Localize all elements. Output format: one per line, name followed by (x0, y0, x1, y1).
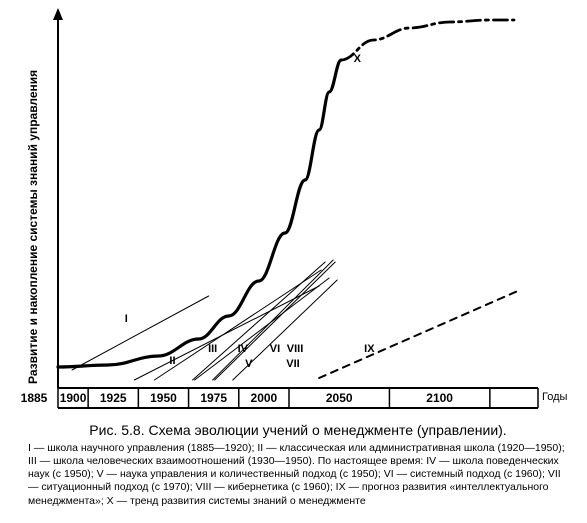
series-envelope (58, 60, 341, 367)
series-VIII (215, 262, 336, 380)
series-label-VIII: VIII (281, 343, 309, 355)
series-label-X: X (343, 53, 371, 65)
series-label-II: II (158, 355, 186, 367)
series-label-I: I (112, 313, 140, 325)
x-tick: 1925 (88, 391, 138, 405)
caption-body: I — школа научного управления (1885—1920… (28, 442, 568, 508)
caption-title: Рис. 5.8. Схема эволюции учений о менедж… (28, 422, 568, 438)
series-label-IV: IV (229, 343, 257, 355)
series-label-IX: IX (355, 343, 383, 355)
series-VI (213, 260, 334, 380)
figure: { "layout": { "width": 587, "height": 52… (0, 0, 587, 523)
x-tick: 2050 (314, 391, 364, 405)
x-tick: 2100 (415, 391, 465, 405)
series-label-VII: VII (279, 358, 307, 370)
y-axis-title: Развитие и накопление системы знаний упр… (26, 70, 40, 384)
x-tick: 1975 (189, 391, 239, 405)
x-axis-label: Годы (542, 391, 567, 403)
figure-caption: Рис. 5.8. Схема эволюции учений о менедж… (28, 422, 568, 508)
x-tick: 1950 (138, 391, 188, 405)
series-label-V: V (235, 358, 263, 370)
series-IX (319, 290, 520, 378)
x-tick: 2000 (239, 391, 289, 405)
series-label-III: III (199, 343, 227, 355)
